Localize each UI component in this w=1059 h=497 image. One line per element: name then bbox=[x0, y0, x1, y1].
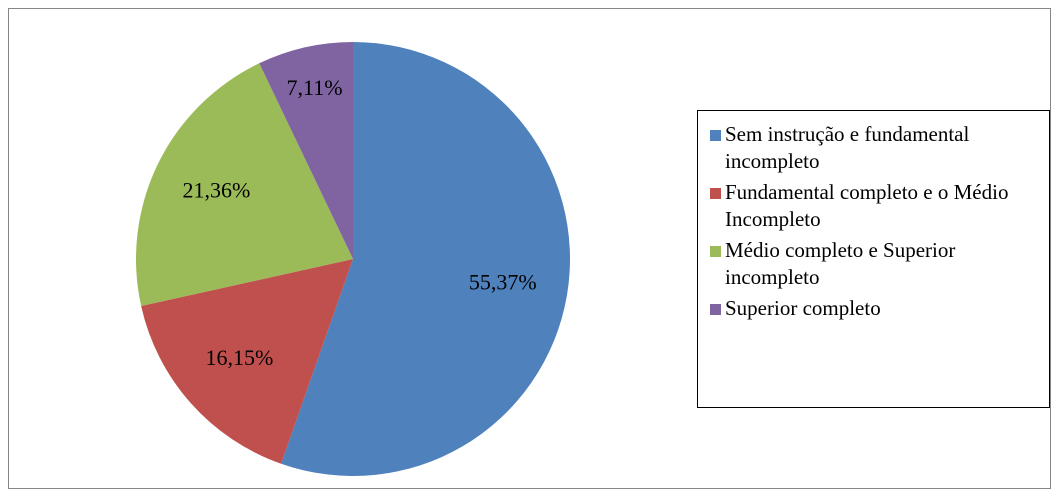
pie-slice bbox=[281, 42, 570, 476]
data-label: 55,37% bbox=[469, 270, 537, 295]
legend-swatch bbox=[710, 130, 721, 141]
pie-slice bbox=[259, 42, 353, 259]
data-label: 16,15% bbox=[205, 345, 273, 370]
chart-frame bbox=[8, 8, 1051, 489]
legend-swatch bbox=[710, 246, 721, 257]
legend-label: Superior completo bbox=[725, 296, 881, 320]
legend-entry: Sem instrução e fundamental incompleto bbox=[710, 121, 1049, 175]
legend-label: Médio completo e Superior incompleto bbox=[725, 238, 956, 289]
pie-slice bbox=[141, 259, 353, 464]
legend-entry: Médio completo e Superior incompleto bbox=[710, 237, 1049, 291]
pie-slice bbox=[136, 63, 353, 306]
legend-label: Sem instrução e fundamental incompleto bbox=[725, 122, 970, 173]
legend-swatch bbox=[710, 304, 721, 315]
legend-label: Fundamental completo e o Médio Incomplet… bbox=[725, 180, 1009, 231]
legend-swatch bbox=[710, 188, 721, 199]
data-label: 7,11% bbox=[287, 75, 343, 100]
legend-entry: Fundamental completo e o Médio Incomplet… bbox=[710, 179, 1049, 233]
legend: Sem instrução e fundamental incompleto Fu… bbox=[697, 110, 1050, 408]
legend-entry: Superior completo bbox=[710, 295, 1049, 322]
data-label: 21,36% bbox=[183, 178, 251, 203]
